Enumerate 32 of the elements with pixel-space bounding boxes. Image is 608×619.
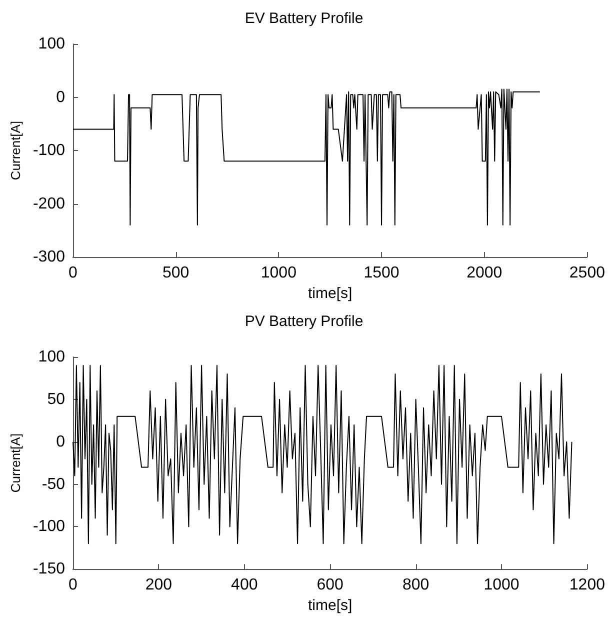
y-tick-label: -100 <box>32 518 66 536</box>
chart-title: PV Battery Profile <box>244 313 364 330</box>
x-axis-title: time[s] <box>308 597 352 614</box>
y-tick-label: -50 <box>42 476 66 493</box>
y-axis-title: Current[A] <box>8 433 24 493</box>
line-series <box>72 364 572 544</box>
y-tick-label: 0 <box>56 433 66 450</box>
x-tick-label: 600 <box>316 576 344 594</box>
x-tick-label: 200 <box>145 576 172 594</box>
x-tick-label: 0 <box>68 264 78 282</box>
x-tick-label: 1000 <box>260 264 297 282</box>
x-tick-label: 1000 <box>484 576 520 594</box>
x-tick-label: 2000 <box>466 264 502 282</box>
x-tick-label: 1500 <box>364 264 400 282</box>
y-tick-label: 100 <box>38 348 66 366</box>
y-tick-label: 0 <box>56 88 66 106</box>
x-tick-label: 1200 <box>569 576 606 594</box>
y-tick-label: -200 <box>32 195 66 212</box>
x-tick-label: 800 <box>402 576 430 594</box>
x-tick-label: 500 <box>162 264 190 282</box>
y-tick-label: -150 <box>32 560 66 578</box>
x-axis-title: time[s] <box>308 284 352 302</box>
y-axis-title: Current[A] <box>8 120 24 180</box>
y-tick-label: -100 <box>32 142 66 159</box>
x-tick-label: 0 <box>68 576 78 594</box>
x-tick-label: 400 <box>231 576 258 594</box>
chart-title: EV Battery Profile <box>244 10 364 27</box>
x-tick-label: 2500 <box>569 264 606 282</box>
y-tick-label: -300 <box>32 248 66 266</box>
y-tick-label: 50 <box>47 390 66 408</box>
y-tick-label: 100 <box>38 36 66 52</box>
line-series <box>72 88 540 226</box>
